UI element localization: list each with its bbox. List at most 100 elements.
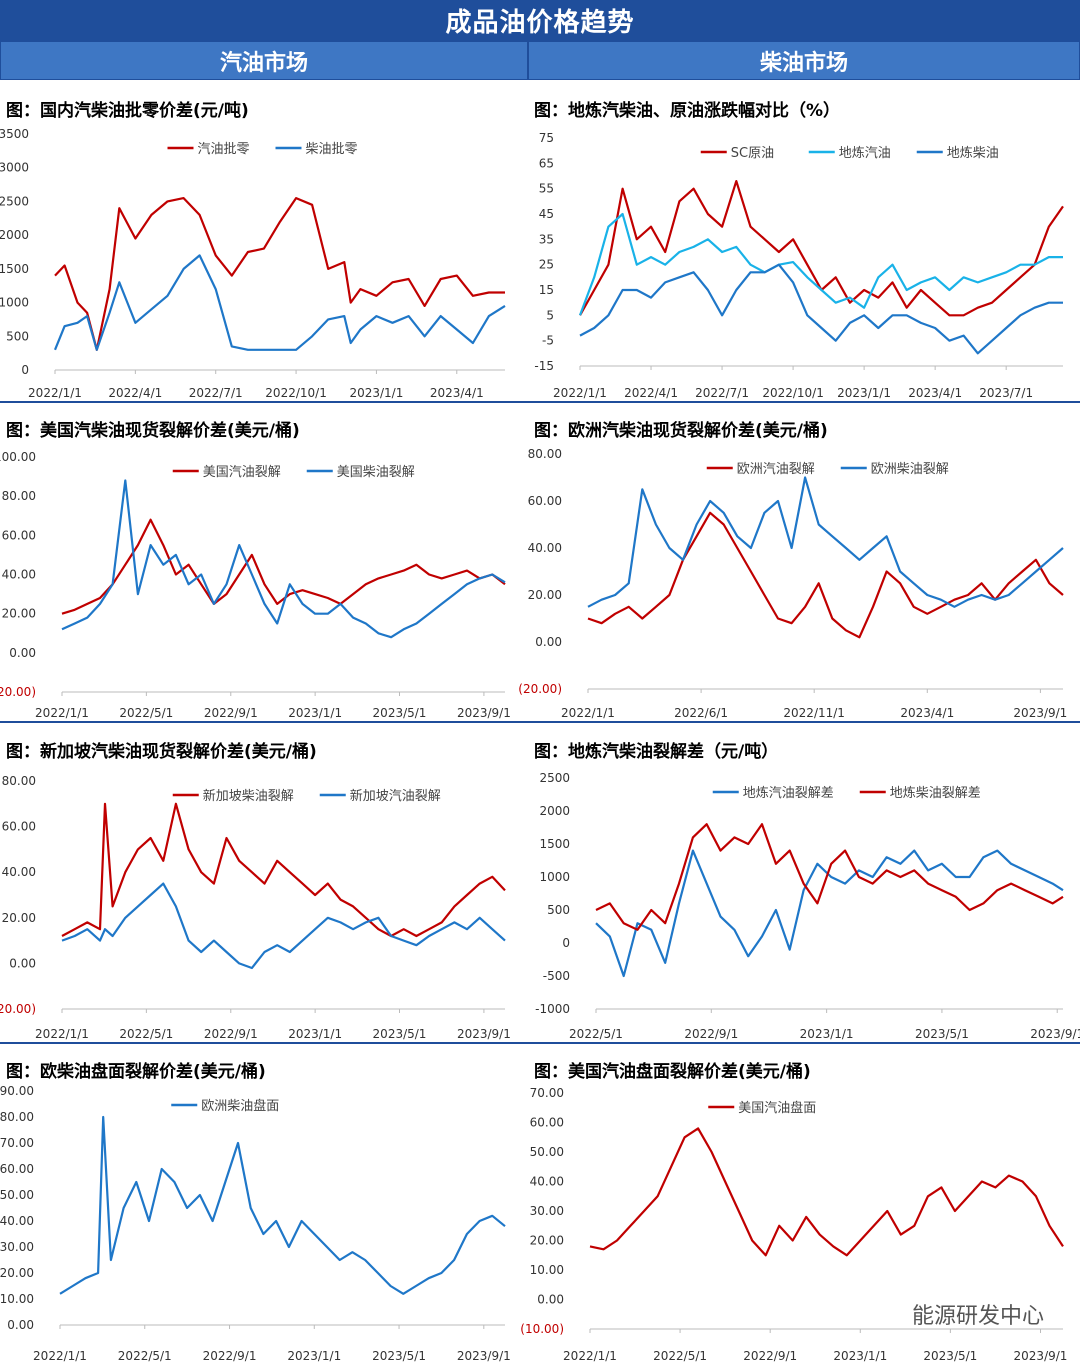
y-tick-label: 40.00: [530, 1175, 564, 1189]
y-tick-label: 60.00: [2, 820, 36, 834]
x-tick-label: 2023/9/1: [457, 1027, 511, 1041]
x-tick-label: 2022/9/1: [743, 1349, 797, 1363]
y-tick-label: 0.00: [7, 1318, 34, 1332]
x-tick-label: 2023/9/1: [457, 706, 511, 720]
y-tick-label: 0.00: [9, 956, 36, 970]
x-tick-label: 2022/1/1: [35, 706, 89, 720]
legend-label: SC原油: [731, 146, 774, 161]
chart-title: 图：地炼汽柴油、原油涨跌幅对比（%）: [534, 101, 841, 121]
chart-svg: 0.00 10.00 20.00 30.00 40.00 50.00 60.00 70.00 8…: [0, 1084, 511, 1363]
y-tick-label: 55: [539, 182, 554, 196]
x-tick-label: 2023/1/1: [288, 1027, 342, 1041]
y-tick-label: 65: [539, 156, 554, 170]
y-tick-label: 70.00: [530, 1086, 564, 1100]
series-line-2: [578, 212, 1063, 316]
chart-title: 图：美国汽柴油现货裂解价差(美元/桶): [6, 421, 300, 441]
y-tick-label: 40.00: [2, 568, 36, 582]
chart-panel-p1: 图：国内汽柴油批零价差(元/吨) 0 500 1000 1500 2000 2500 3000…: [0, 92, 528, 401]
x-tick-label: 2023/5/1: [373, 1027, 427, 1041]
chart-panel-p2: 图：地炼汽柴油、原油涨跌幅对比（%） -15 -5 5 15 25 35 45 55 65 75 20…: [528, 92, 1080, 401]
x-tick-label: 2022/5/1: [119, 1027, 173, 1041]
y-tick-label: 20.00: [528, 588, 562, 602]
chart-svg: 0 500 1000 1500 2000 2500 3000 3500 2022/1/1 2022…: [0, 127, 506, 400]
y-tick-label: 60.00: [528, 494, 562, 508]
series-line-3: [579, 263, 1063, 355]
row-divider: [0, 1042, 1080, 1044]
x-tick-label: 2022/6/1: [674, 706, 728, 720]
y-tick-label: 20.00: [530, 1234, 564, 1248]
y-tick-label: 60.00: [530, 1116, 564, 1130]
y-tick-label: 40.00: [2, 865, 36, 879]
y-tick-label: 20.00: [0, 1266, 34, 1280]
chart-title: 图：新加坡汽柴油现货裂解价差(美元/桶): [6, 742, 317, 762]
chart-svg: (20.00) 0.00 20.00 40.00 60.00 80.00 2022/1/1 2…: [0, 774, 511, 1041]
report-title: 成品油价格趋势: [0, 0, 1080, 41]
y-tick-label: 10.00: [0, 1292, 34, 1306]
x-tick-label: 2022/9/1: [204, 1027, 258, 1041]
x-tick-label: 2023/4/1: [430, 386, 484, 400]
y-tick-label: 80.00: [0, 1110, 34, 1124]
y-tick-label: -1000: [535, 1002, 570, 1016]
series-line-2: [53, 254, 506, 351]
x-tick-label: 2022/1/1: [553, 386, 607, 400]
x-tick-label: 2023/5/1: [372, 1349, 426, 1363]
series-line-1: [589, 1127, 1064, 1257]
series-line-1: [61, 802, 506, 938]
y-tick-label: 0.00: [537, 1293, 564, 1307]
y-tick-label: 2500: [539, 771, 570, 785]
series-line-2: [587, 476, 1064, 608]
legend-label: 欧洲柴油盘面: [201, 1098, 279, 1114]
y-tick-label: 80.00: [2, 774, 36, 788]
y-tick-label: 500: [547, 903, 570, 917]
y-tick-label: 25: [539, 258, 554, 272]
chart-title: 图：地炼汽柴油裂解差（元/吨）: [534, 742, 779, 762]
y-tick-label: 5: [546, 308, 554, 322]
legend-label: 汽油批零: [198, 142, 250, 157]
y-tick-label: 2000: [0, 228, 29, 242]
x-tick-label: 2023/1/1: [349, 386, 403, 400]
y-tick-label: 40.00: [528, 541, 562, 555]
x-tick-label: 2023/4/1: [908, 386, 962, 400]
legend-label: 美国汽油裂解: [203, 465, 281, 480]
y-tick-label: 1500: [539, 837, 570, 851]
y-tick-label: 20.00: [2, 911, 36, 925]
x-tick-label: 2023/5/1: [915, 1027, 969, 1041]
chart-title: 图：欧洲汽柴油现货裂解价差(美元/桶): [534, 421, 828, 441]
y-tick-label: 45: [539, 207, 554, 221]
y-tick-label: 100.00: [0, 450, 36, 464]
legend-label: 新加坡汽油裂解: [350, 788, 441, 804]
legend-label: 新加坡柴油裂解: [203, 788, 294, 804]
x-tick-label: 2023/4/1: [900, 706, 954, 720]
legend-label: 柴油批零: [306, 142, 358, 157]
x-tick-label: 2022/1/1: [35, 1027, 89, 1041]
legend-label: 欧洲柴油裂解: [871, 462, 949, 477]
y-tick-label: 15: [539, 283, 554, 297]
diesel-market-header: 柴油市场: [528, 41, 1080, 80]
y-tick-label: 60.00: [0, 1162, 34, 1176]
y-tick-label: (20.00): [518, 682, 562, 696]
y-tick-label: 0.00: [9, 646, 36, 660]
x-tick-label: 2022/7/1: [189, 386, 243, 400]
gasoline-market-header: 汽油市场: [0, 41, 528, 80]
x-tick-label: 2022/7/1: [695, 386, 749, 400]
x-tick-label: 2022/10/1: [762, 386, 824, 400]
y-tick-label: -500: [543, 969, 570, 983]
legend-label: 地炼汽油: [839, 146, 891, 161]
legend-label: 欧洲汽油裂解: [737, 462, 815, 477]
x-tick-label: 2022/9/1: [203, 1349, 257, 1363]
y-tick-label: 2500: [0, 194, 29, 208]
y-tick-label: 80.00: [2, 489, 36, 503]
x-tick-label: 2022/1/1: [33, 1349, 87, 1363]
y-tick-label: 90.00: [0, 1084, 34, 1098]
chart-panel-p8: 图：美国汽油盘面裂解价差(美元/桶) (10.00) 0.00 10.00 20.00 3…: [520, 1053, 1080, 1364]
series-line-2: [595, 823, 1064, 931]
y-tick-label: 60.00: [2, 528, 36, 542]
y-tick-label: 0: [562, 936, 570, 950]
y-tick-label: 80.00: [528, 447, 562, 461]
y-tick-label: 50.00: [530, 1145, 564, 1159]
chart-title: 图：欧柴油盘面裂解价差(美元/桶): [6, 1062, 266, 1082]
y-tick-label: 30.00: [0, 1240, 34, 1254]
y-tick-label: 3500: [0, 127, 29, 141]
x-tick-label: 2023/9/1: [1013, 706, 1067, 720]
series-line-2: [61, 882, 506, 970]
